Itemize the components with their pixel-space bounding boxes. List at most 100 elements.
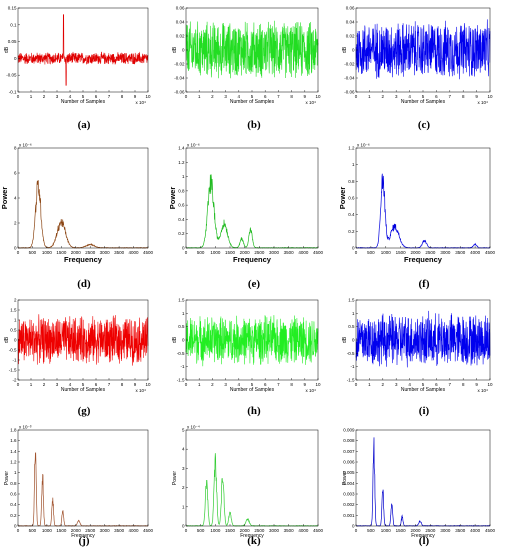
x-tick-label: 6 — [95, 382, 98, 387]
x-tick-label: 5 — [422, 382, 425, 387]
x-axis-label: Number of Samples — [401, 387, 446, 393]
x-tick-label: 1500 — [56, 528, 67, 533]
x-tick-label: 10 — [315, 94, 321, 99]
chart-panel-l: 0 500 1000 1500 2000 2500 3000 3500 4000 4500 0 0.0… — [342, 428, 496, 548]
y-tick-label: 0.06 — [176, 6, 185, 11]
x-tick-label: 1 — [368, 94, 371, 99]
x-tick-label: 3000 — [100, 528, 111, 533]
y-tick-label: 0.04 — [176, 20, 185, 25]
x-tick-label: 0 — [17, 382, 20, 387]
y-tick-label: -1.5 — [177, 378, 185, 383]
x-tick-label: 2500 — [85, 250, 96, 255]
x-tick-label: 4500 — [313, 250, 324, 255]
x-tick-label: 3 — [224, 382, 227, 387]
x-tick-label: 2000 — [411, 250, 422, 255]
x-tick-label: 8 — [462, 94, 465, 99]
spectrum-series — [17, 180, 149, 249]
chart-panel-a: 0 1 2 3 4 5 6 7 8 9 10 -0.1 -0.05 0 0.05 0.1 0.15 x 10⁴ Nu… — [4, 6, 151, 132]
panel-label: (j) — [79, 535, 90, 547]
x-tick-label: 3000 — [269, 528, 280, 533]
x-tick-label: 3 — [56, 94, 59, 99]
y-tick-label: 3 — [182, 466, 185, 471]
y-tick-label: -1.5 — [347, 378, 355, 383]
y-tick-label: 0.06 — [346, 6, 355, 11]
axes-frame — [185, 147, 319, 249]
y-tick-label: -2 — [12, 378, 16, 383]
y-tick-label: 1.6 — [10, 438, 17, 443]
signal-series — [17, 314, 149, 366]
panel-label: (b) — [247, 119, 261, 131]
x-tick-label: 7 — [277, 382, 280, 387]
axis-exponent: x 10⁻⁴ — [187, 425, 200, 430]
y-tick-label: 1 — [182, 311, 185, 316]
x-tick-label: 3000 — [440, 528, 451, 533]
y-axis-label: Power — [172, 471, 178, 486]
x-tick-label: 3500 — [114, 528, 125, 533]
y-tick-label: -0.02 — [344, 62, 355, 67]
x-tick-label: 2000 — [240, 528, 251, 533]
y-tick-label: -0.04 — [344, 76, 355, 81]
y-tick-label: 1.5 — [348, 298, 355, 303]
x-tick-label: 3000 — [269, 250, 280, 255]
x-tick-label: 5 — [422, 94, 425, 99]
y-tick-label: -1 — [350, 364, 354, 369]
y-tick-label: 0.8 — [348, 179, 355, 184]
y-tick-label: -0.5 — [9, 348, 17, 353]
y-tick-label: 0.001 — [343, 513, 355, 518]
y-tick-label: 5 — [182, 428, 185, 433]
y-tick-label: 1 — [182, 504, 185, 509]
y-tick-label: 0 — [182, 524, 185, 529]
x-tick-label: 4000 — [470, 528, 481, 533]
x-tick-label: 7 — [449, 94, 452, 99]
y-tick-label: 1 — [352, 311, 355, 316]
y-tick-label: 0.05 — [8, 39, 17, 44]
x-tick-label: 9 — [304, 94, 307, 99]
y-tick-label: 0.02 — [176, 34, 185, 39]
panel-label: (d) — [77, 278, 91, 290]
x-tick-label: 9 — [475, 94, 478, 99]
axes-frame — [355, 429, 491, 527]
x-tick-label: 6 — [435, 94, 438, 99]
x-tick-label: 0 — [355, 382, 358, 387]
y-tick-label: 0 — [14, 524, 17, 529]
chart-panel-c: 0 1 2 3 4 5 6 7 8 9 10 -0.06 -0.04 -0.02 0 0.02 0.04 0.06… — [342, 6, 493, 132]
y-tick-label: 0 — [352, 246, 355, 251]
y-tick-label: -1.5 — [9, 368, 17, 373]
x-tick-label: 500 — [197, 250, 205, 255]
y-tick-label: 0 — [182, 338, 185, 343]
x-tick-label: 2 — [382, 94, 385, 99]
y-tick-label: 1 — [352, 162, 355, 167]
x-tick-label: 8 — [121, 94, 124, 99]
y-tick-label: 0.1 — [10, 22, 17, 27]
y-tick-label: 0.04 — [346, 20, 355, 25]
x-tick-label: 2500 — [85, 528, 96, 533]
x-tick-label: 4 — [238, 94, 241, 99]
x-axis-label: Frequency — [240, 533, 264, 539]
y-axis-label: dB — [4, 46, 10, 53]
y-axis-label: Power — [338, 187, 347, 210]
x-tick-label: 3 — [224, 94, 227, 99]
spectrum-series — [185, 453, 319, 527]
x-tick-label: 2 — [382, 382, 385, 387]
panel-label: (i) — [419, 405, 430, 417]
x-axis-label: Frequency — [411, 533, 435, 539]
x-tick-label: 1 — [30, 94, 33, 99]
spectrum-series — [355, 437, 491, 527]
y-tick-label: 1.2 — [348, 146, 355, 151]
x-tick-label: 3 — [395, 94, 398, 99]
y-axis-label: dB — [172, 46, 178, 53]
y-tick-label: 0.6 — [348, 196, 355, 201]
y-tick-label: 8 — [14, 146, 17, 151]
y-tick-label: 0.003 — [343, 492, 355, 497]
y-tick-label: 0 — [182, 246, 185, 251]
y-tick-label: 0.009 — [343, 428, 355, 433]
signal-series — [355, 310, 491, 368]
y-tick-label: 0.6 — [178, 203, 185, 208]
x-tick-label: 4000 — [298, 250, 309, 255]
x-tick-label: 1000 — [210, 250, 221, 255]
x-tick-label: 0 — [185, 94, 188, 99]
x-tick-label: 0 — [185, 250, 188, 255]
x-tick-label: 3 — [395, 382, 398, 387]
x-tick-label: 4500 — [485, 528, 496, 533]
x-tick-label: 1000 — [210, 528, 221, 533]
